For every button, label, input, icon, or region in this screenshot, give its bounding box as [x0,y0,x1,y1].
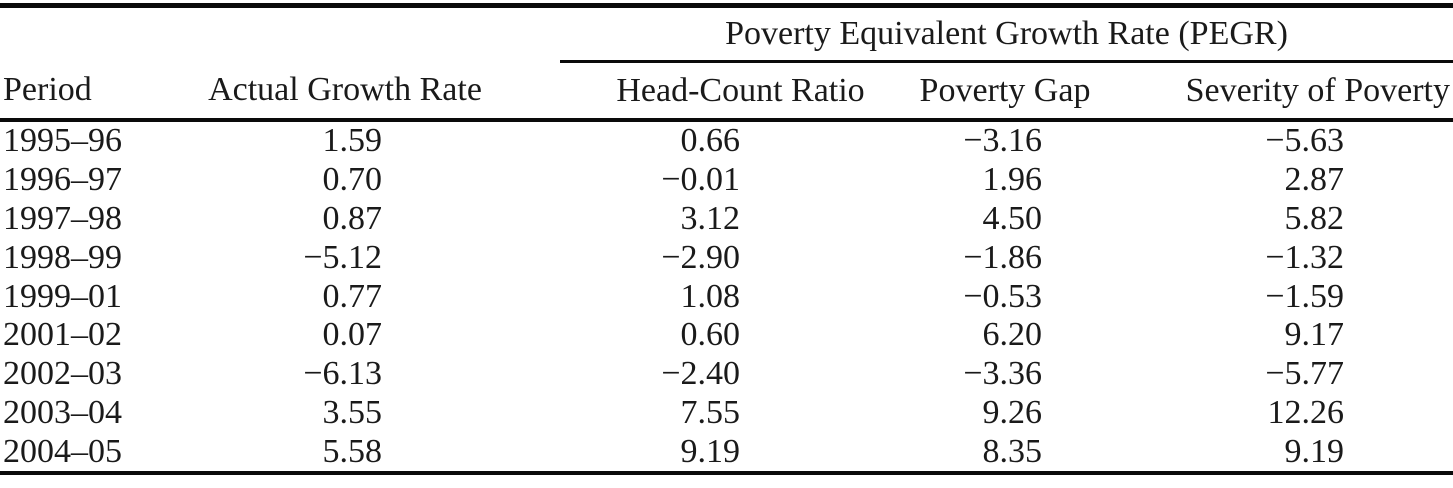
cell-severity-of-poverty: −5.77 [1265,355,1345,393]
table-row: 2002–03 −6.13 −2.40 −3.36 −5.77 [0,355,1453,394]
column-header-poverty-gap: Poverty Gap [905,61,1105,122]
span-header-row: Poverty Equivalent Growth Rate (PEGR) [0,5,1453,63]
cell-head-count-ratio: 1.08 [680,277,741,315]
table-row: 1999–01 0.77 1.08 −0.53 −1.59 [0,277,1453,316]
column-header-actual-growth-rate: Actual Growth Rate [180,61,560,122]
cell-severity-of-poverty: −1.32 [1265,238,1345,276]
cell-severity-of-poverty: −5.63 [1265,122,1345,160]
cell-actual-growth-rate: 5.58 [322,432,383,470]
span-header-spacer [0,6,560,62]
cell-period: 2001–02 [3,316,122,354]
table-row: 1996–97 0.70 −0.01 1.96 2.87 [0,161,1453,200]
cell-period: 1999–01 [3,277,122,315]
cell-poverty-gap: 9.26 [982,393,1043,431]
cell-head-count-ratio: 9.19 [680,432,741,470]
table-row: 2001–02 0.07 0.60 6.20 9.17 [0,316,1453,355]
cell-actual-growth-rate: 0.07 [322,316,383,354]
cell-head-count-ratio: −0.01 [661,161,740,199]
cell-severity-of-poverty: −1.59 [1265,277,1345,315]
cell-actual-growth-rate: 3.55 [322,393,383,431]
column-header-head-count-ratio: Head-Count Ratio [560,61,905,122]
cell-actual-growth-rate: 1.59 [322,122,383,160]
table-row: 2004–05 5.58 9.19 8.35 9.19 [0,432,1453,473]
cell-period: 1998–99 [3,238,122,276]
cell-actual-growth-rate: −5.12 [303,238,382,276]
cell-poverty-gap: −0.53 [963,277,1042,315]
cell-period: 1995–96 [3,122,122,160]
cell-severity-of-poverty: 9.17 [1284,316,1345,354]
cell-actual-growth-rate: −6.13 [303,355,382,393]
cell-head-count-ratio: 7.55 [680,393,741,431]
cell-severity-of-poverty: 5.82 [1284,199,1345,237]
cell-head-count-ratio: −2.90 [661,238,740,276]
table-row: 2003–04 3.55 7.55 9.26 12.26 [0,394,1453,433]
cell-actual-growth-rate: 0.77 [322,277,383,315]
column-header-severity-of-poverty: Severity of Poverty [1105,61,1453,122]
cell-poverty-gap: 4.50 [982,199,1043,237]
cell-severity-of-poverty: 2.87 [1284,161,1345,199]
cell-head-count-ratio: 0.60 [680,316,741,354]
cell-period: 2003–04 [3,393,122,431]
cell-head-count-ratio: 0.66 [680,122,741,160]
cell-poverty-gap: 8.35 [982,432,1043,470]
table-row: 1995–96 1.59 0.66 −3.16 −5.63 [0,120,1453,161]
cell-head-count-ratio: 3.12 [680,199,741,237]
cell-severity-of-poverty: 12.26 [1267,393,1345,431]
cell-period: 2002–03 [3,355,122,393]
cell-actual-growth-rate: 0.87 [322,199,383,237]
table-body: 1995–96 1.59 0.66 −3.16 −5.63 1996–97 0.… [0,120,1453,473]
cell-period: 1997–98 [3,199,122,237]
cell-poverty-gap: −1.86 [963,238,1042,276]
column-header-period: Period [0,61,180,122]
cell-poverty-gap: 6.20 [982,316,1043,354]
cell-period: 1996–97 [3,161,122,199]
cell-actual-growth-rate: 0.70 [322,161,383,199]
cell-head-count-ratio: −2.40 [661,355,740,393]
cell-poverty-gap: 1.96 [982,161,1043,199]
cell-poverty-gap: −3.16 [963,122,1042,160]
span-header-pegr: Poverty Equivalent Growth Rate (PEGR) [560,5,1453,63]
table-row: 1997–98 0.87 3.12 4.50 5.82 [0,200,1453,239]
column-header-row: Period Actual Growth Rate Head-Count Rat… [0,61,1453,122]
cell-poverty-gap: −3.36 [963,355,1042,393]
cell-severity-of-poverty: 9.19 [1284,432,1345,470]
table-row: 1998–99 −5.12 −2.90 −1.86 −1.32 [0,238,1453,277]
cell-period: 2004–05 [3,432,122,470]
table-header: Poverty Equivalent Growth Rate (PEGR) Pe… [0,5,1453,122]
pegr-table: Poverty Equivalent Growth Rate (PEGR) Pe… [0,3,1453,476]
